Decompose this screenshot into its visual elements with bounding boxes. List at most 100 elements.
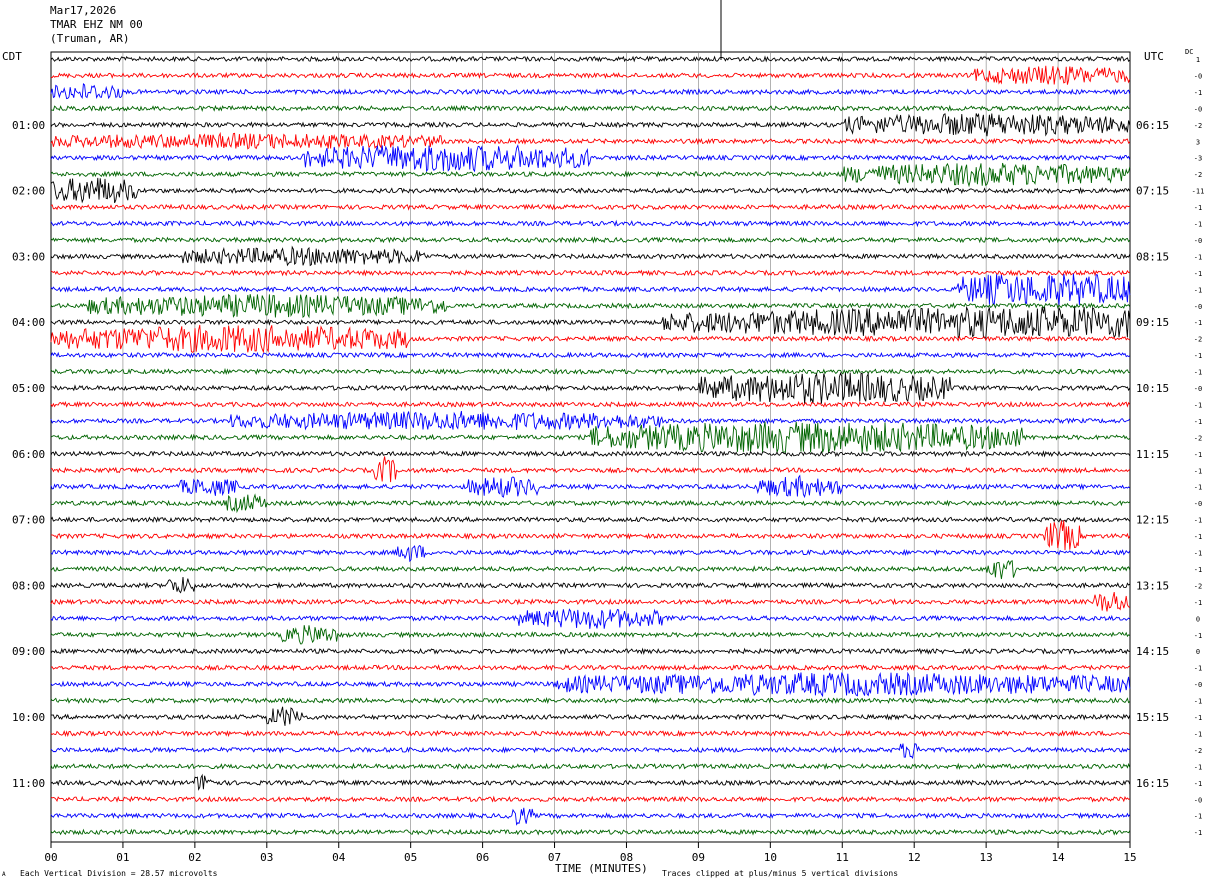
trace-row xyxy=(50,544,1131,563)
dc-offset-label: -2 xyxy=(1194,336,1202,344)
dc-offset-label: -1 xyxy=(1194,286,1202,294)
x-tick-label: 06 xyxy=(476,851,489,864)
trace-row xyxy=(50,324,1131,354)
trace-row xyxy=(50,625,1131,645)
left-hour-label: 03:00 xyxy=(12,250,45,263)
dc-offset-label: -1 xyxy=(1194,369,1202,377)
x-tick-label: 00 xyxy=(44,851,57,864)
right-hour-label: 09:15 xyxy=(1136,316,1169,329)
dc-offset-label: 3 xyxy=(1196,138,1200,146)
trace-row xyxy=(50,203,1131,211)
trace-row xyxy=(50,795,1130,803)
station-label: TMAR EHZ NM 00 xyxy=(50,18,143,31)
trace-row xyxy=(50,559,1131,580)
dc-offset-label: -1 xyxy=(1194,352,1202,360)
x-tick-label: 07 xyxy=(548,851,561,864)
right-hour-label: 11:15 xyxy=(1136,448,1169,461)
right-hour-label: 14:15 xyxy=(1136,645,1169,658)
right-hour-label: 15:15 xyxy=(1136,711,1169,724)
dc-offset-label: -0 xyxy=(1194,385,1202,393)
dc-offset-label: -1 xyxy=(1194,533,1202,541)
dc-offset-label: -1 xyxy=(1194,566,1202,574)
trace-row xyxy=(50,144,1131,173)
left-hour-label: 08:00 xyxy=(12,579,45,592)
trace-row xyxy=(50,421,1131,453)
dc-header-label: DC xyxy=(1185,48,1194,56)
trace-row xyxy=(51,65,1131,85)
left-hour-label: 06:00 xyxy=(12,448,45,461)
dc-offset-label: -1 xyxy=(1194,221,1202,229)
right-hour-label: 08:15 xyxy=(1136,250,1169,263)
trace-row xyxy=(50,82,1131,100)
trace-row xyxy=(50,104,1130,112)
dc-offset-label: -0 xyxy=(1194,303,1202,311)
right-hour-label: 06:15 xyxy=(1136,119,1169,132)
left-hour-label: 07:00 xyxy=(12,514,45,527)
trace-row xyxy=(50,269,1131,277)
dc-offset-label: 0 xyxy=(1196,648,1200,656)
dc-offset-label: -1 xyxy=(1194,270,1202,278)
dc-offset-label: -1 xyxy=(1194,829,1202,837)
dc-offset-label: -1 xyxy=(1194,813,1202,821)
trace-row xyxy=(50,305,1131,339)
trace-row xyxy=(50,647,1130,655)
dc-offset-label: -0 xyxy=(1194,105,1202,113)
x-tick-label: 01 xyxy=(116,851,129,864)
dc-offset-label: -2 xyxy=(1194,434,1202,442)
dc-offset-label: -1 xyxy=(1194,319,1202,327)
x-tick-label: 09 xyxy=(692,851,705,864)
dc-offset-label: 0 xyxy=(1196,615,1200,623)
trace-row xyxy=(50,664,1131,672)
trace-row xyxy=(50,608,1131,629)
dc-offset-label: -1 xyxy=(1194,550,1202,558)
dc-offset-label: -1 xyxy=(1194,467,1202,475)
x-axis-title: TIME (MINUTES) xyxy=(555,862,648,875)
left-hour-label: 10:00 xyxy=(12,711,45,724)
dc-offset-label: -1 xyxy=(1194,632,1202,640)
x-tick-label: 05 xyxy=(404,851,417,864)
dc-offset-label: -1 xyxy=(1194,484,1202,492)
dc-offset-label: -1 xyxy=(1194,401,1202,409)
trace-row xyxy=(50,743,1130,759)
scale-note: Each Vertical Division = 28.57 microvolt… xyxy=(20,869,218,878)
trace-row xyxy=(50,112,1131,137)
x-tick-label: 13 xyxy=(980,851,993,864)
dc-offset-label: -0 xyxy=(1194,796,1202,804)
location-label: (Truman, AR) xyxy=(50,32,130,45)
right-hour-label: 12:15 xyxy=(1136,514,1169,527)
plot-frame xyxy=(50,51,1131,843)
dc-offset-label: -1 xyxy=(1194,89,1202,97)
right-timezone-label: UTC xyxy=(1144,50,1164,63)
trace-row xyxy=(50,671,1131,698)
dc-offset-label: -3 xyxy=(1194,155,1202,163)
corner-mark: A xyxy=(2,871,6,878)
x-tick-label: 10 xyxy=(764,851,777,864)
left-hour-label: 09:00 xyxy=(12,645,45,658)
trace-row xyxy=(50,351,1131,359)
trace-row xyxy=(50,273,1131,306)
left-hour-label: 04:00 xyxy=(12,316,45,329)
trace-row xyxy=(51,520,1131,551)
left-hour-label: 01:00 xyxy=(12,119,45,132)
trace-row xyxy=(50,576,1131,594)
dc-offset-label: -2 xyxy=(1194,122,1202,130)
x-tick-label: 08 xyxy=(620,851,633,864)
trace-row xyxy=(50,828,1131,836)
trace-row xyxy=(50,456,1131,483)
trace-row xyxy=(50,400,1131,408)
date-label: Mar17,2026 xyxy=(50,4,117,17)
dc-offset-label: -2 xyxy=(1194,747,1202,755)
trace-row xyxy=(50,474,1131,499)
right-hour-label: 10:15 xyxy=(1136,382,1169,395)
trace-row xyxy=(50,773,1131,791)
left-hour-label: 05:00 xyxy=(12,382,45,395)
trace-row xyxy=(50,807,1131,826)
dc-offset-label: -1 xyxy=(1194,698,1202,706)
trace-row xyxy=(50,762,1131,771)
dc-offset-label: -1 xyxy=(1194,714,1202,722)
dc-offset-label: -0 xyxy=(1194,500,1202,508)
trace-row xyxy=(50,410,1131,431)
dc-offset-label: -1 xyxy=(1194,780,1202,788)
right-hour-label: 16:15 xyxy=(1136,777,1169,790)
